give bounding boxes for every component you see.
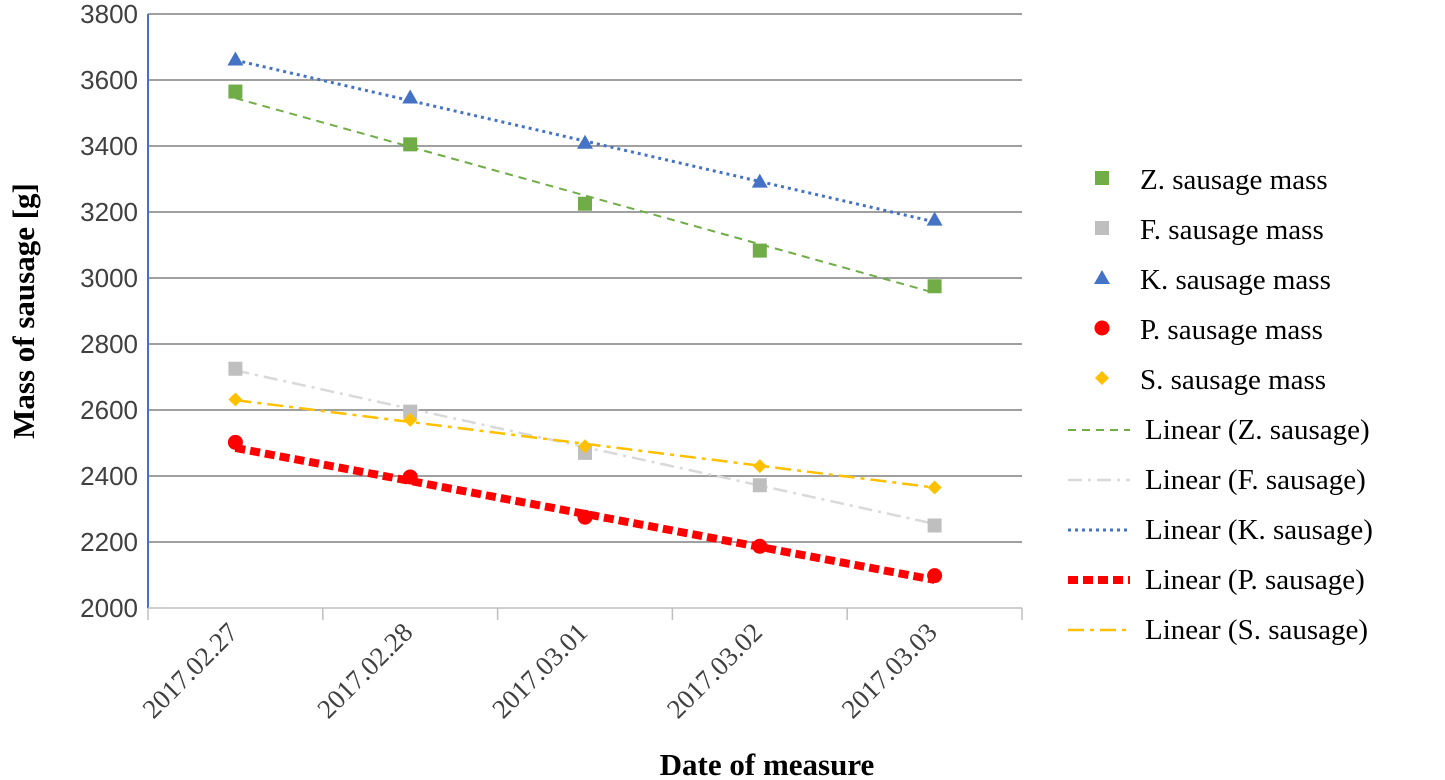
y-tick-label: 3200 xyxy=(80,197,138,227)
trendline xyxy=(234,444,936,584)
legend-label: Linear (S. sausage) xyxy=(1145,614,1368,646)
data-point xyxy=(402,89,419,104)
legend-label: Linear (K. sausage) xyxy=(1145,514,1373,546)
data-point xyxy=(228,84,243,99)
data-point xyxy=(577,509,593,525)
data-point xyxy=(926,211,943,226)
data-point xyxy=(228,392,243,407)
y-tick-label: 2200 xyxy=(80,527,138,557)
y-tick-label: 3400 xyxy=(80,131,138,161)
x-tick-label: 2017.02.28 xyxy=(311,617,418,724)
y-tick-label: 3800 xyxy=(80,0,138,29)
x-tick-label: 2017.02.27 xyxy=(137,617,244,724)
data-point xyxy=(927,279,942,294)
data-point xyxy=(403,404,418,419)
y-tick-label: 2600 xyxy=(80,395,138,425)
data-point xyxy=(228,361,243,376)
y-tick-label: 2400 xyxy=(80,461,138,491)
y-tick-label: 3000 xyxy=(80,263,138,293)
data-point xyxy=(752,478,767,493)
legend-label: S. sausage mass xyxy=(1140,364,1326,396)
legend-marker xyxy=(1094,270,1110,284)
legend-marker xyxy=(1095,371,1109,385)
x-axis-title: Date of measure xyxy=(660,747,875,780)
y-tick-label: 3600 xyxy=(80,65,138,95)
data-point xyxy=(403,137,418,152)
data-point xyxy=(578,439,592,454)
legend-marker xyxy=(1094,320,1110,336)
axes xyxy=(147,14,1022,609)
y-tick-label: 2800 xyxy=(80,329,138,359)
data-point xyxy=(403,412,418,427)
data-point xyxy=(227,51,244,66)
legend: Z. sausage mass F. sausage mass K. sausage… xyxy=(1068,164,1373,646)
data-point xyxy=(751,173,768,188)
data-point xyxy=(577,134,593,149)
legend-label: K. sausage mass xyxy=(1140,264,1331,296)
data-point xyxy=(927,518,942,533)
x-tick-label: 2017.03.01 xyxy=(486,617,593,724)
legend-label: Linear (P. sausage) xyxy=(1145,564,1365,596)
data-point xyxy=(402,469,418,485)
data-markers xyxy=(227,51,943,584)
data-point xyxy=(927,480,942,495)
x-tick-label: 2017.03.03 xyxy=(836,617,943,724)
x-tick-labels: 2017.02.27 2017.02.28 2017.03.01 2017.03.02… xyxy=(137,617,943,724)
legend-label: Linear (F. sausage) xyxy=(1145,464,1366,496)
legend-label: F. sausage mass xyxy=(1140,214,1324,246)
data-point xyxy=(227,434,243,450)
gridlines xyxy=(147,13,1023,620)
data-point xyxy=(752,243,767,258)
data-point xyxy=(578,196,592,211)
legend-label: P. sausage mass xyxy=(1140,314,1323,346)
legend-label: Linear (Z. sausage) xyxy=(1145,414,1370,446)
y-tick-label: 2000 xyxy=(80,593,138,623)
legend-label: Z. sausage mass xyxy=(1140,164,1328,196)
x-tick-label: 2017.03.02 xyxy=(661,617,768,724)
data-point xyxy=(927,568,943,584)
data-point xyxy=(752,459,767,474)
y-axis-title: Mass of sausage [g] xyxy=(6,183,41,439)
data-point xyxy=(752,538,768,554)
legend-marker xyxy=(1095,221,1109,235)
trendline xyxy=(235,97,935,294)
legend-marker xyxy=(1095,171,1109,185)
y-tick-labels: 2000 2200 2400 2600 2800 3000 3200 3400 3600 3800 xyxy=(80,0,138,623)
